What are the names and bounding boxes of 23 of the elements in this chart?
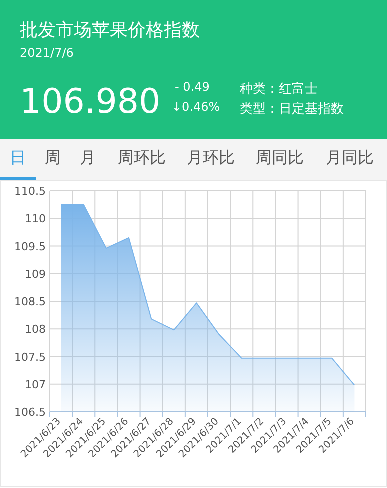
y-tick-label: 109: [25, 268, 46, 281]
y-tick-label: 110: [25, 212, 46, 226]
y-tick-label: 107: [25, 378, 46, 392]
text: ↓0.46%: [172, 100, 220, 114]
y-tick-label: 106.5: [14, 406, 46, 419]
text: 106.980: [20, 82, 161, 122]
text: - 0.49: [175, 80, 210, 94]
text: 周环比: [118, 148, 166, 169]
chart-title: 批发市场苹果价格指数: [20, 19, 200, 42]
y-tick-label: 110.5: [14, 185, 46, 198]
chart-subtitle: 2021/7/6: [20, 46, 74, 60]
y-tick-label: 108.5: [14, 296, 46, 308]
text: 种类：红富士: [240, 81, 318, 98]
text: 日: [10, 148, 26, 169]
text: 月环比: [187, 148, 235, 169]
y-tick-label: 108: [25, 323, 46, 336]
y-tick-label: 109.5: [14, 240, 46, 254]
text: 周同比: [256, 148, 304, 169]
text: 月同比: [326, 148, 374, 169]
y-tick-label: 107.5: [14, 350, 46, 364]
text: 类型：日定基指数: [240, 101, 344, 118]
text: 周: [45, 148, 61, 169]
text: 月: [80, 148, 96, 169]
